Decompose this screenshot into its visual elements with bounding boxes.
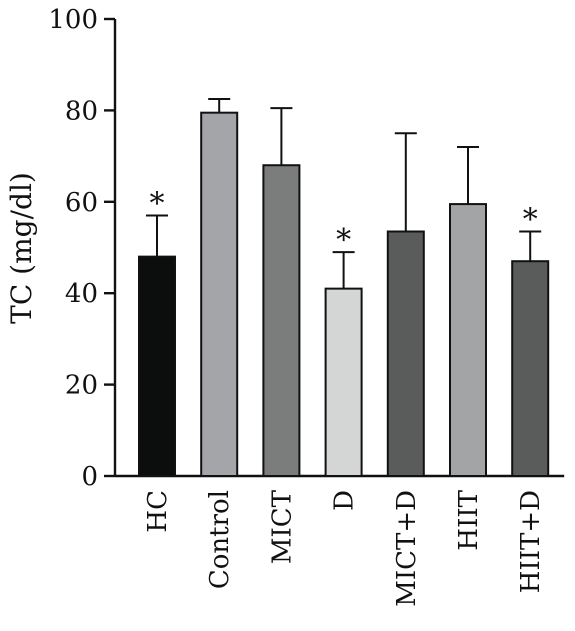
significance-marker: *: [150, 187, 165, 222]
bar-series: * * *: [138, 97, 550, 478]
bar-hiit: [449, 203, 487, 478]
bar-hiit-d: [511, 260, 550, 477]
y-tick-label: 0: [81, 462, 98, 492]
x-tick-label: Control: [205, 490, 235, 589]
y-tick-label: 20: [65, 371, 98, 401]
y-tick-label: 40: [65, 279, 98, 309]
y-tick-label: 80: [65, 96, 98, 126]
y-tick-label: 100: [48, 5, 98, 35]
significance-marker: *: [336, 223, 351, 258]
x-tick-label: HIIT+D: [516, 490, 546, 593]
bar-d: [324, 287, 363, 477]
y-axis-title: TC (mg/dl): [5, 172, 38, 324]
significance-marker: *: [523, 203, 538, 238]
x-tick-label: HC: [143, 490, 173, 533]
bar-hc: [138, 255, 176, 478]
bar-mict-d: [386, 230, 425, 477]
bar-mict: [262, 164, 301, 478]
x-tick-label: MICT+D: [392, 490, 422, 607]
x-tick-label: MICT: [267, 489, 297, 564]
x-axis-labels: HC Control MICT D MICT+D HIIT HIIT+D: [143, 489, 546, 606]
y-tick-label: 60: [65, 188, 98, 218]
bar-control: [200, 111, 239, 477]
y-axis: 0 20 40 60 80 100: [48, 5, 565, 492]
x-tick-label: D: [330, 490, 360, 511]
x-tick-label: HIIT: [454, 489, 484, 550]
